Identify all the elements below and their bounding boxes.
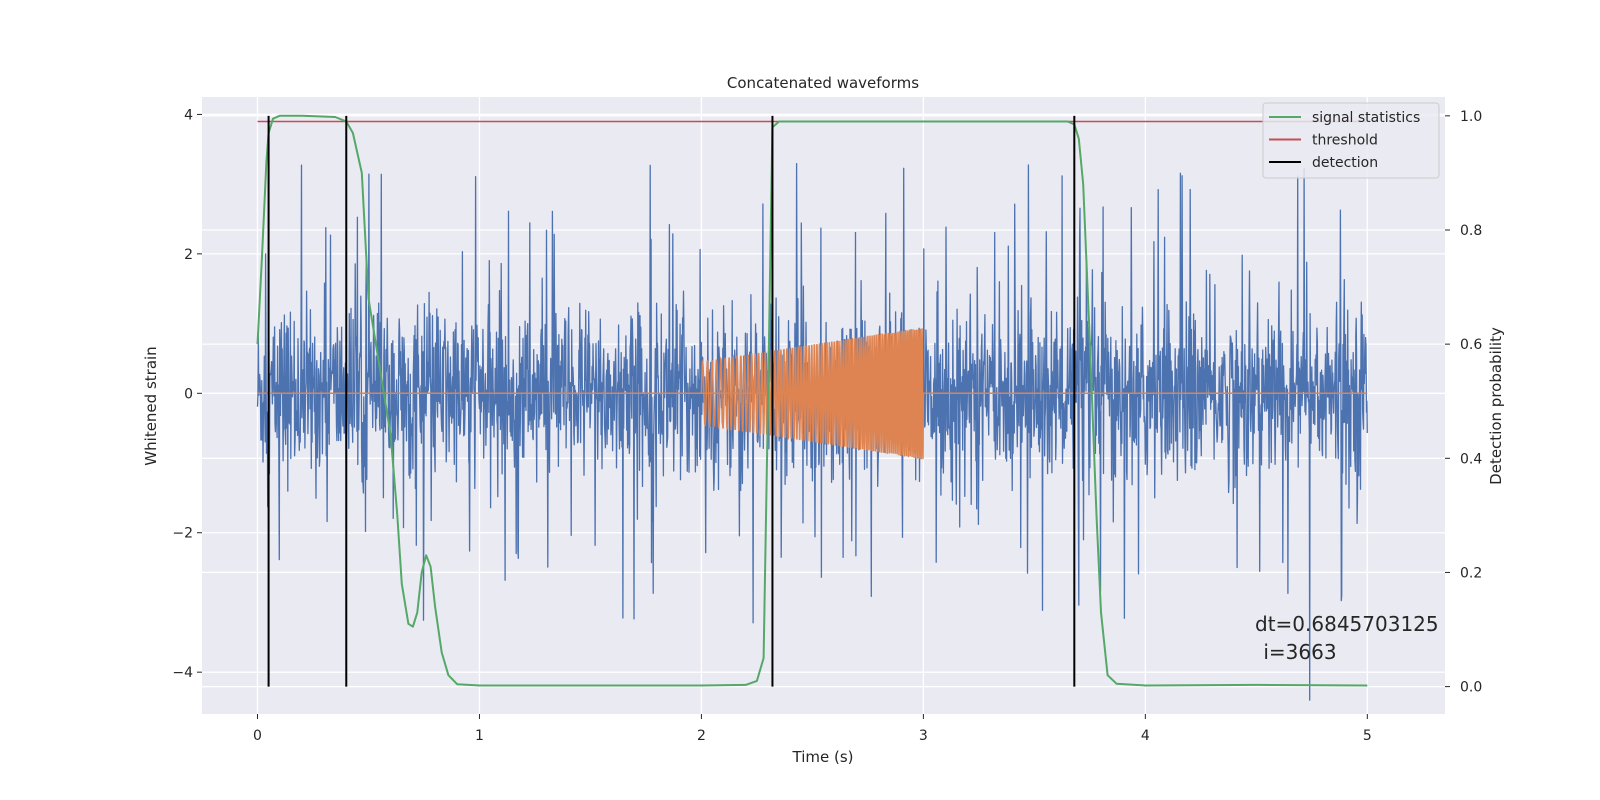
annotation-i: i=3663 — [1257, 640, 1337, 664]
x-tick-label: 5 — [1363, 728, 1372, 744]
injected-signal-series — [257, 328, 1368, 460]
y-right-tick-label: 0.2 — [1460, 565, 1482, 581]
signal-statistics-line — [256, 114, 1368, 687]
y-right-tick-label: 0.0 — [1460, 680, 1482, 696]
y-axis-right-ticks: 0.0 0.2 0.4 0.6 0.8 1.0 — [1445, 109, 1482, 696]
y-right-tick-label: 0.4 — [1460, 451, 1482, 467]
y-tick-label: 0 — [184, 386, 193, 402]
x-axis-label: Time (s) — [792, 748, 854, 766]
y-right-tick-label: 0.8 — [1460, 223, 1482, 239]
signal-line — [700, 328, 925, 460]
legend-label: signal statistics — [1312, 110, 1420, 126]
x-axis-ticks: 0 1 2 3 4 5 — [253, 714, 1372, 744]
x-tick-label: 2 — [697, 728, 706, 744]
y-axis-ticks: −4 −2 0 2 4 — [172, 107, 202, 681]
y-right-tick-label: 1.0 — [1460, 109, 1482, 125]
chart-title: Concatenated waveforms — [727, 74, 919, 92]
annotation-dt: dt=0.6845703125 — [1255, 612, 1439, 636]
y-right-tick-label: 0.6 — [1460, 337, 1482, 353]
y-tick-label: 4 — [184, 107, 193, 123]
legend: signal statistics threshold detection — [1262, 102, 1440, 179]
x-tick-label: 0 — [253, 728, 262, 744]
y-tick-label: −2 — [172, 526, 193, 542]
y-axis-right-label: Detection probability — [1487, 327, 1505, 485]
detection-series — [267, 115, 1076, 687]
legend-frame — [1262, 102, 1440, 179]
x-tick-label: 4 — [1141, 728, 1150, 744]
y-axis-label: Whitened strain — [142, 346, 160, 465]
noise-line — [256, 162, 1368, 701]
legend-label: threshold — [1312, 133, 1378, 149]
noise-series — [256, 162, 1368, 701]
x-tick-label: 1 — [475, 728, 484, 744]
y-tick-label: −4 — [172, 665, 193, 681]
legend-label: detection — [1312, 155, 1378, 171]
x-tick-label: 3 — [919, 728, 928, 744]
signal-statistics-series — [256, 114, 1368, 687]
y-tick-label: 2 — [184, 247, 193, 263]
